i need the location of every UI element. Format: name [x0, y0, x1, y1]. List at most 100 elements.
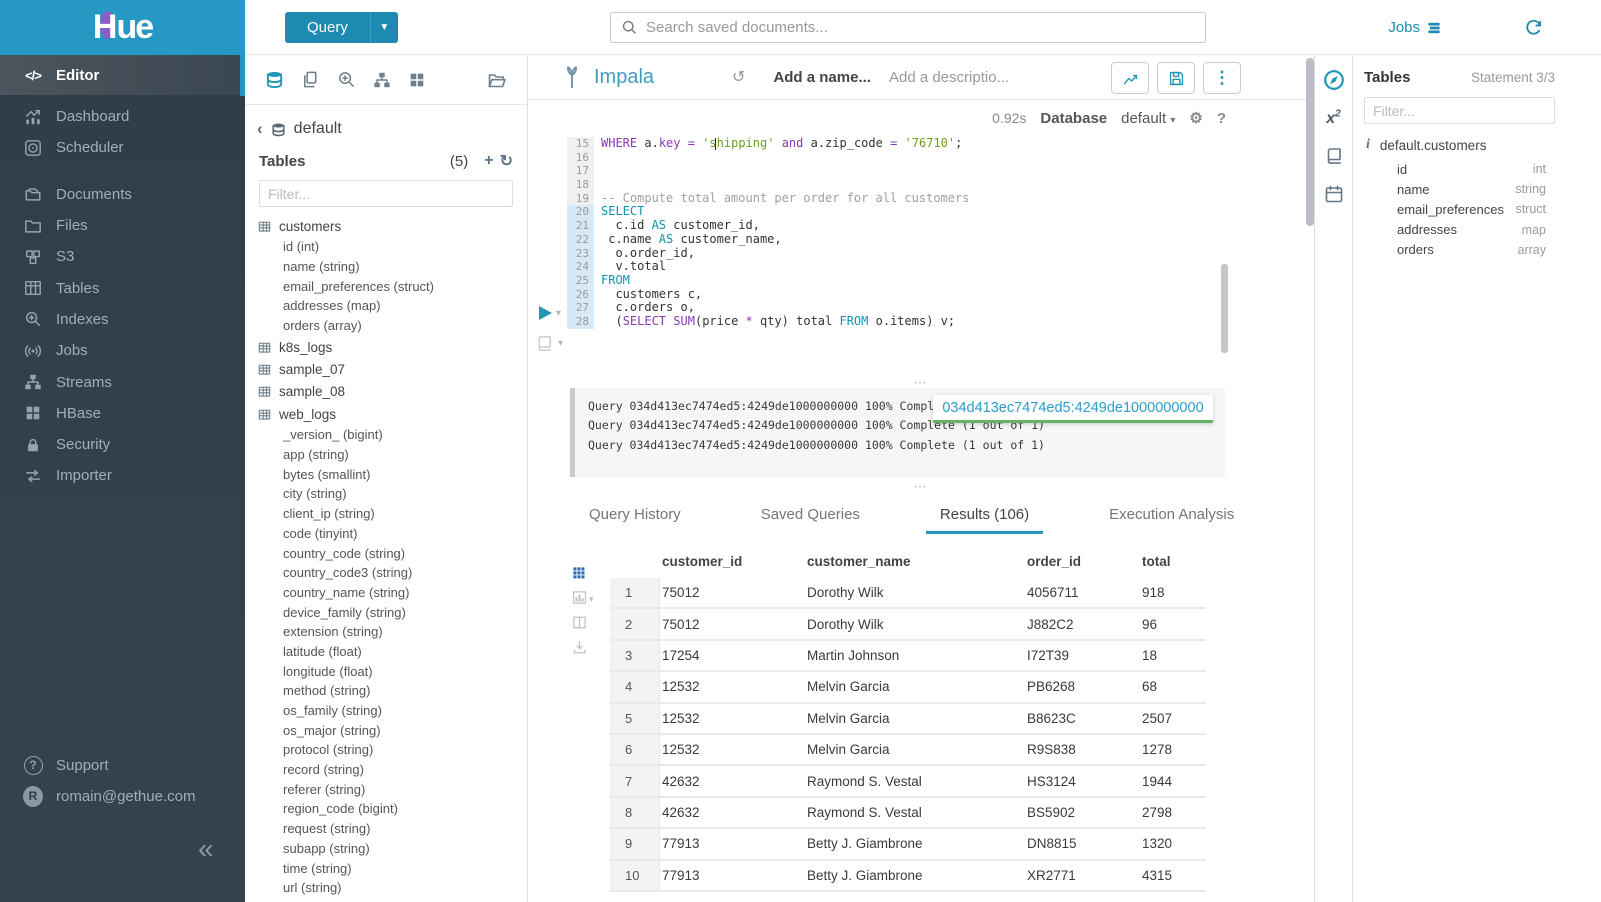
- code-line-19[interactable]: 19 -- Compute total amount per order for …: [567, 191, 1267, 206]
- tree-column[interactable]: method (string): [283, 683, 371, 699]
- play-icon[interactable]: [539, 306, 552, 320]
- functions-icon[interactable]: x2: [1326, 109, 1341, 128]
- tree-column[interactable]: protocol (string): [283, 742, 374, 758]
- sidebar-item-editor[interactable]: </> Editor: [0, 55, 245, 95]
- code-line-23[interactable]: 23 o.order_id,: [567, 246, 1267, 261]
- schema-column-id[interactable]: id int: [1397, 161, 1546, 177]
- sidebar-item-security[interactable]: Security: [0, 429, 245, 460]
- table-row[interactable]: 4 12532 Melvin Garcia PB6268 68: [610, 672, 1206, 704]
- editor-history-icon[interactable]: ↺: [732, 69, 746, 86]
- table-name[interactable]: sample_08: [279, 384, 346, 400]
- tree-column[interactable]: longitude (float): [283, 663, 373, 679]
- execute-query-button[interactable]: ▾: [539, 306, 561, 320]
- tree-column[interactable]: bytes (smallint): [283, 466, 371, 482]
- tree-column[interactable]: app (string): [283, 447, 349, 463]
- code-line-22[interactable]: 22 c.name AS customer_name,: [567, 232, 1267, 247]
- tree-column[interactable]: orders (array): [283, 318, 362, 334]
- assist-apps-icon[interactable]: [408, 71, 426, 89]
- column-header[interactable]: customer_id: [662, 554, 743, 569]
- active-table-name[interactable]: default.customers: [1379, 137, 1487, 153]
- lang-reference-icon[interactable]: [1324, 146, 1344, 166]
- column-header[interactable]: total: [1142, 554, 1171, 569]
- refresh-tables-icon[interactable]: ↻: [499, 153, 513, 170]
- sidebar-item-documents[interactable]: Documents: [0, 179, 245, 210]
- sidebar-item-jobs[interactable]: Jobs: [0, 335, 245, 366]
- table-row[interactable]: 5 12532 Melvin Garcia B8623C 2507: [610, 703, 1206, 735]
- table-row[interactable]: 9 77913 Betty J. Giambrone DN8815 1320: [610, 829, 1206, 861]
- result-download-icon[interactable]: [572, 640, 587, 655]
- code-line-27[interactable]: 27 c.orders o,: [567, 300, 1267, 315]
- right-filter-input[interactable]: [1364, 97, 1555, 124]
- tree-column[interactable]: user_agent (string): [245, 898, 527, 902]
- tree-table-sample_08[interactable]: sample_08: [245, 381, 527, 403]
- sidebar-item-scheduler[interactable]: Scheduler: [0, 132, 245, 163]
- tree-column[interactable]: country_name (string): [283, 584, 410, 600]
- code-line-17[interactable]: 17: [567, 164, 1267, 179]
- tree-column[interactable]: time (string): [283, 860, 352, 876]
- save-button[interactable]: [1157, 62, 1195, 94]
- tree-column[interactable]: region_code (bigint): [283, 801, 398, 817]
- column-header[interactable]: customer_name: [807, 554, 911, 569]
- code-line-16[interactable]: 16: [567, 150, 1267, 165]
- code-line-15[interactable]: 15 WHERE a.key = 'shipping' and a.zip_cod…: [567, 136, 1267, 151]
- schema-column-orders[interactable]: orders array: [1397, 242, 1546, 258]
- assistant-compass-icon[interactable]: [1323, 69, 1345, 91]
- table-row[interactable]: 2 75012 Dorothy Wilk J882C2 96: [610, 609, 1206, 641]
- column-header[interactable]: order_id: [1027, 554, 1082, 569]
- code-line-26[interactable]: 26 customers c,: [567, 287, 1267, 302]
- settings-gear-icon[interactable]: ⚙: [1189, 110, 1203, 127]
- tree-column[interactable]: addresses (map): [283, 298, 381, 314]
- tree-column[interactable]: country_code (string): [283, 545, 406, 561]
- code-line-21[interactable]: 21 c.id AS customer_id,: [567, 218, 1267, 233]
- code-line-25[interactable]: 25 FROM: [567, 273, 1267, 288]
- table-name[interactable]: web_logs: [279, 406, 337, 422]
- tree-column[interactable]: request (string): [283, 821, 371, 837]
- table-row[interactable]: 10 77913 Betty J. Giambrone XR2771 4315: [610, 860, 1206, 892]
- tree-column[interactable]: os_family (string): [283, 703, 382, 719]
- search-input[interactable]: [646, 19, 1195, 36]
- panel-scrollbar[interactable]: [1306, 58, 1314, 226]
- sidebar-collapse-button[interactable]: «: [198, 833, 214, 865]
- sidebar-item-importer[interactable]: Importer: [0, 460, 245, 491]
- tree-column[interactable]: url (string): [283, 880, 342, 896]
- table-row[interactable]: 6 12532 Melvin Garcia R9S838 1278: [610, 734, 1206, 767]
- tree-column[interactable]: country_code3 (string): [283, 565, 413, 581]
- tree-column[interactable]: record (string): [283, 762, 364, 778]
- tree-table-sample_07[interactable]: sample_07: [245, 358, 527, 380]
- language-reference-button[interactable]: ▾: [535, 334, 563, 353]
- tables-filter-input[interactable]: [259, 180, 513, 207]
- code-line-28[interactable]: 28 (SELECT SUM(price * qty) total FROM o…: [567, 314, 1267, 329]
- tree-table-web_logs[interactable]: web_logs: [245, 403, 527, 425]
- tree-column[interactable]: code (tinyint): [283, 525, 358, 541]
- assist-databases-icon[interactable]: [265, 70, 284, 89]
- database-breadcrumb[interactable]: default: [293, 120, 342, 137]
- add-table-icon[interactable]: +: [484, 152, 494, 169]
- tab-execution-analysis[interactable]: Execution Analysis: [1109, 506, 1235, 523]
- more-actions-button[interactable]: ⋮: [1203, 62, 1241, 94]
- tree-column[interactable]: os_major (string): [283, 722, 381, 738]
- database-selector[interactable]: default ▾: [1121, 109, 1176, 127]
- tree-column[interactable]: referer (string): [283, 781, 366, 797]
- sidebar-item-tables[interactable]: Tables: [0, 272, 245, 303]
- jobs-stack-icon[interactable]: [1426, 20, 1442, 36]
- assist-folder-icon[interactable]: [487, 70, 507, 90]
- table-row[interactable]: 8 42632 Raymond S. Vestal BS5902 2798: [610, 797, 1206, 830]
- query-description-field[interactable]: Add a descriptio...: [888, 68, 1010, 86]
- tab-query-history[interactable]: Query History: [589, 506, 681, 523]
- jobs-label[interactable]: Jobs: [1388, 19, 1420, 36]
- sidebar-item-user[interactable]: R romain@gethue.com: [0, 781, 245, 812]
- tree-column[interactable]: subapp (string): [283, 840, 370, 856]
- editor-help-icon[interactable]: ?: [1216, 109, 1226, 127]
- execute-options-caret[interactable]: ▾: [556, 307, 562, 319]
- sidebar-item-s3[interactable]: S3: [0, 241, 245, 272]
- global-search[interactable]: [610, 12, 1206, 43]
- tree-column[interactable]: extension (string): [283, 624, 383, 640]
- jobs-link[interactable]: Jobs: [1388, 19, 1442, 36]
- assist-streams-icon[interactable]: [373, 71, 391, 89]
- engine-name[interactable]: Impala: [594, 65, 655, 88]
- assist-search-icon[interactable]: [337, 70, 356, 89]
- code-line-20[interactable]: 20 SELECT: [567, 205, 1267, 220]
- tree-column[interactable]: client_ip (string): [283, 506, 375, 522]
- table-row[interactable]: 1 75012 Dorothy Wilk 4056711 918: [610, 578, 1206, 610]
- editor-scrollbar[interactable]: [1221, 264, 1228, 353]
